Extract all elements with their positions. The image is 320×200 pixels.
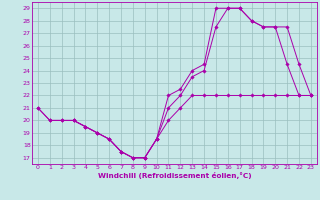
X-axis label: Windchill (Refroidissement éolien,°C): Windchill (Refroidissement éolien,°C) [98, 172, 251, 179]
